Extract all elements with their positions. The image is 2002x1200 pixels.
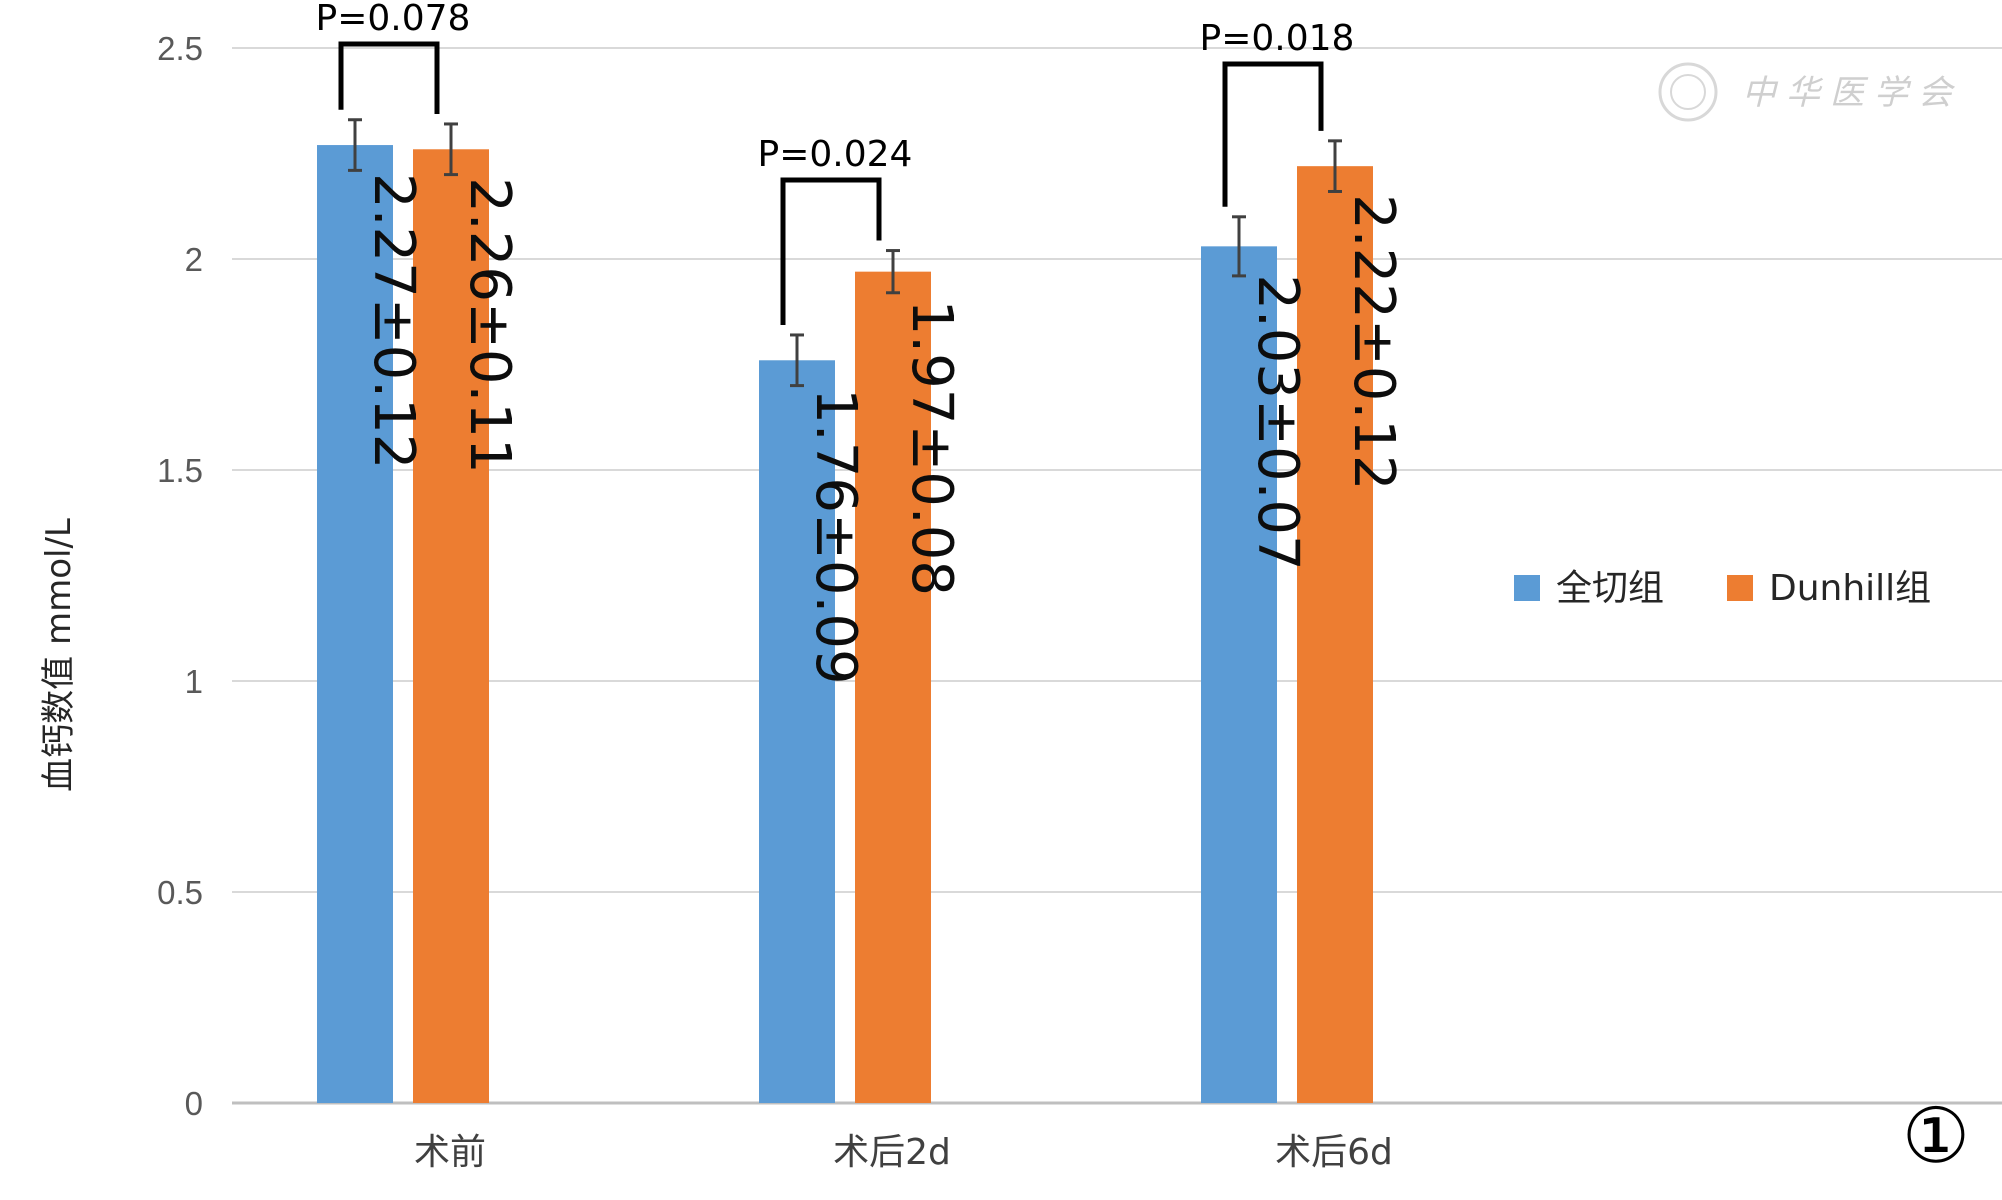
p-value-label: P=0.018 — [1200, 18, 1355, 59]
x-axis-categories: 术前 术后2d 术后6d — [414, 1132, 1393, 1173]
p-value-label: P=0.024 — [758, 134, 913, 175]
bar-series-1 — [759, 360, 835, 1103]
y-tick-label: 1 — [185, 663, 203, 700]
bar-series-2 — [855, 271, 931, 1103]
significance-bracket — [338, 41, 440, 114]
y-axis-label: 血钙数值 mmol/L — [39, 518, 79, 792]
data-label: 2.22±0.12 — [1341, 194, 1406, 490]
watermark: 中华医学会 — [1658, 62, 1962, 122]
watermark-seal-icon — [1658, 62, 1718, 122]
significance-brackets: P=0.078 P=0.024 P=0.018 — [316, 0, 1355, 325]
legend-label-series-1: 全切组 — [1556, 568, 1664, 609]
bar-series-1 — [1201, 246, 1277, 1104]
legend-swatch-series-1 — [1514, 575, 1540, 601]
error-bars — [348, 118, 1342, 388]
data-labels: 2.27±0.12 1.76±0.09 2.03±0.07 2.26±0.11 1.97… — [361, 173, 1406, 685]
significance-bracket — [1222, 61, 1324, 207]
bar-series-2 — [413, 149, 489, 1103]
bars — [317, 145, 1373, 1104]
data-label: 1.76±0.09 — [803, 388, 868, 684]
legend-swatch-series-2 — [1727, 575, 1753, 601]
x-category-label: 术后2d — [833, 1132, 951, 1173]
p-value-label: P=0.078 — [316, 0, 471, 39]
y-axis-ticks: 0 0.5 1 1.5 2 2.5 — [157, 30, 203, 1122]
watermark-seal-inner-icon — [1670, 74, 1706, 110]
data-label: 2.03±0.07 — [1245, 274, 1310, 570]
x-category-label: 术后6d — [1275, 1132, 1393, 1173]
data-label: 2.26±0.11 — [457, 177, 522, 473]
legend: 全切组 Dunhill组 — [1514, 568, 1931, 609]
y-tick-label: 2 — [185, 241, 203, 278]
data-label: 1.97±0.08 — [899, 300, 964, 596]
bar-series-2 — [1297, 166, 1373, 1103]
data-label: 2.27±0.12 — [361, 173, 426, 469]
x-category-label: 术前 — [414, 1132, 486, 1173]
y-tick-label: 1.5 — [157, 452, 203, 489]
y-tick-label: 0 — [185, 1085, 203, 1122]
gridlines — [232, 47, 2002, 1105]
y-tick-label: 0.5 — [157, 874, 203, 911]
y-tick-label: 2.5 — [157, 30, 203, 67]
bar-series-1 — [317, 145, 393, 1103]
legend-label-series-2: Dunhill组 — [1769, 568, 1931, 609]
significance-bracket — [780, 177, 882, 325]
figure-mark: ① — [1902, 1091, 1970, 1180]
watermark-text: 中华医学会 — [1742, 73, 1962, 113]
